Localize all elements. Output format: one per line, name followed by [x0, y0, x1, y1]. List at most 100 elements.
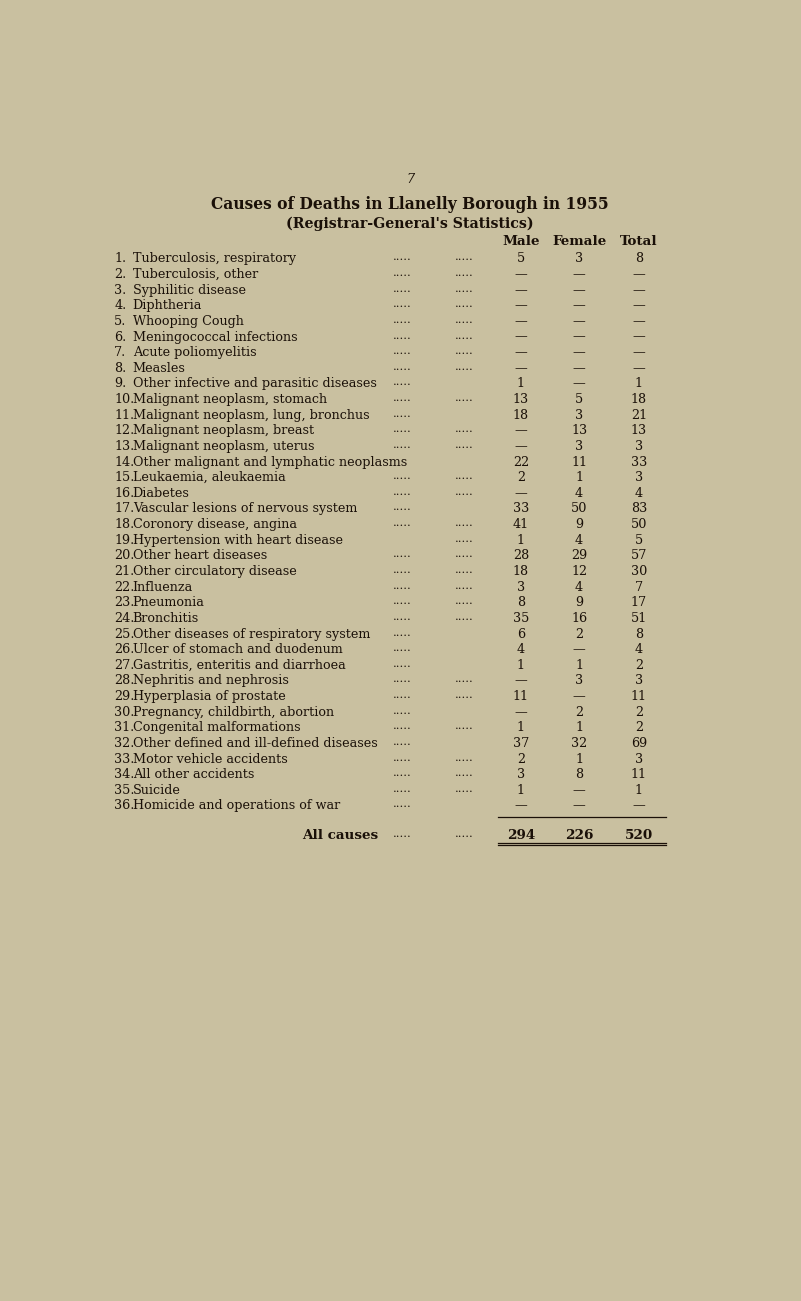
Text: Other defined and ill-defined diseases: Other defined and ill-defined diseases — [133, 736, 377, 749]
Text: —: — — [573, 690, 586, 703]
Text: 8: 8 — [634, 627, 643, 640]
Text: .....: ..... — [393, 768, 412, 778]
Text: 22: 22 — [513, 455, 529, 468]
Text: —: — — [573, 362, 586, 375]
Text: 11: 11 — [571, 455, 587, 468]
Text: .....: ..... — [455, 330, 473, 341]
Text: 57: 57 — [630, 549, 647, 562]
Text: —: — — [632, 330, 645, 343]
Text: —: — — [632, 362, 645, 375]
Text: 1: 1 — [575, 658, 583, 671]
Text: Pneumonia: Pneumonia — [133, 596, 204, 609]
Text: —: — — [573, 643, 586, 656]
Text: .....: ..... — [393, 643, 412, 653]
Text: 4: 4 — [517, 643, 525, 656]
Text: .....: ..... — [455, 440, 473, 450]
Text: Gastritis, enteritis and diarrhoea: Gastritis, enteritis and diarrhoea — [133, 658, 345, 671]
Text: .....: ..... — [393, 690, 412, 700]
Text: 31.: 31. — [114, 721, 135, 734]
Text: 1: 1 — [634, 377, 642, 390]
Text: 28.: 28. — [114, 674, 135, 687]
Text: .....: ..... — [455, 299, 473, 310]
Text: —: — — [632, 268, 645, 281]
Text: 21.: 21. — [114, 565, 135, 578]
Text: 6: 6 — [517, 627, 525, 640]
Text: .....: ..... — [393, 705, 412, 716]
Text: —: — — [573, 299, 586, 312]
Text: 7: 7 — [634, 580, 643, 593]
Text: Measles: Measles — [133, 362, 186, 375]
Text: Influenza: Influenza — [133, 580, 193, 593]
Text: .....: ..... — [393, 565, 412, 575]
Text: Other circulatory disease: Other circulatory disease — [133, 565, 296, 578]
Text: 2: 2 — [634, 721, 643, 734]
Text: 28: 28 — [513, 549, 529, 562]
Text: Leukaemia, aleukaemia: Leukaemia, aleukaemia — [133, 471, 285, 484]
Text: .....: ..... — [455, 487, 473, 497]
Text: 27.: 27. — [114, 658, 135, 671]
Text: 69: 69 — [630, 736, 647, 749]
Text: 3: 3 — [634, 752, 643, 765]
Text: 12.: 12. — [114, 424, 135, 437]
Text: .....: ..... — [455, 252, 473, 263]
Text: .....: ..... — [393, 471, 412, 481]
Text: .....: ..... — [393, 580, 412, 591]
Text: 3: 3 — [575, 409, 583, 422]
Text: 1: 1 — [517, 533, 525, 546]
Text: .....: ..... — [455, 783, 473, 794]
Text: .....: ..... — [393, 487, 412, 497]
Text: 15.: 15. — [114, 471, 135, 484]
Text: 9.: 9. — [114, 377, 127, 390]
Text: .....: ..... — [455, 284, 473, 294]
Text: 2: 2 — [517, 752, 525, 765]
Text: Female: Female — [552, 235, 606, 248]
Text: 7: 7 — [406, 173, 414, 186]
Text: All other accidents: All other accidents — [133, 768, 254, 781]
Text: Diphtheria: Diphtheria — [133, 299, 202, 312]
Text: Homicide and operations of war: Homicide and operations of war — [133, 799, 340, 812]
Text: —: — — [632, 299, 645, 312]
Text: 14.: 14. — [114, 455, 135, 468]
Text: —: — — [632, 799, 645, 812]
Text: Male: Male — [502, 235, 540, 248]
Text: Syphilitic disease: Syphilitic disease — [133, 284, 246, 297]
Text: 1: 1 — [634, 783, 642, 796]
Text: .....: ..... — [393, 424, 412, 435]
Text: .....: ..... — [393, 518, 412, 528]
Text: .....: ..... — [393, 721, 412, 731]
Text: .....: ..... — [393, 627, 412, 637]
Text: 16: 16 — [571, 611, 587, 624]
Text: 2.: 2. — [114, 268, 127, 281]
Text: 35: 35 — [513, 611, 529, 624]
Text: 13: 13 — [630, 424, 647, 437]
Text: .....: ..... — [393, 268, 412, 278]
Text: 18: 18 — [513, 409, 529, 422]
Text: —: — — [514, 705, 527, 718]
Text: —: — — [573, 377, 586, 390]
Text: Motor vehicle accidents: Motor vehicle accidents — [133, 752, 288, 765]
Text: Tuberculosis, other: Tuberculosis, other — [133, 268, 258, 281]
Text: —: — — [514, 440, 527, 453]
Text: —: — — [514, 674, 527, 687]
Text: 3: 3 — [575, 440, 583, 453]
Text: 11: 11 — [630, 690, 646, 703]
Text: .....: ..... — [393, 284, 412, 294]
Text: .....: ..... — [393, 674, 412, 684]
Text: .....: ..... — [455, 596, 473, 606]
Text: —: — — [514, 330, 527, 343]
Text: 7.: 7. — [114, 346, 127, 359]
Text: 9: 9 — [575, 596, 583, 609]
Text: Other malignant and lymphatic neoplasms: Other malignant and lymphatic neoplasms — [133, 455, 407, 468]
Text: 20.: 20. — [114, 549, 135, 562]
Text: Nephritis and nephrosis: Nephritis and nephrosis — [133, 674, 288, 687]
Text: 2: 2 — [575, 705, 583, 718]
Text: 35.: 35. — [114, 783, 135, 796]
Text: —: — — [514, 424, 527, 437]
Text: .....: ..... — [393, 502, 412, 513]
Text: Malignant neoplasm, breast: Malignant neoplasm, breast — [133, 424, 314, 437]
Text: 30.: 30. — [114, 705, 135, 718]
Text: —: — — [573, 284, 586, 297]
Text: 2: 2 — [575, 627, 583, 640]
Text: —: — — [573, 346, 586, 359]
Text: 50: 50 — [630, 518, 647, 531]
